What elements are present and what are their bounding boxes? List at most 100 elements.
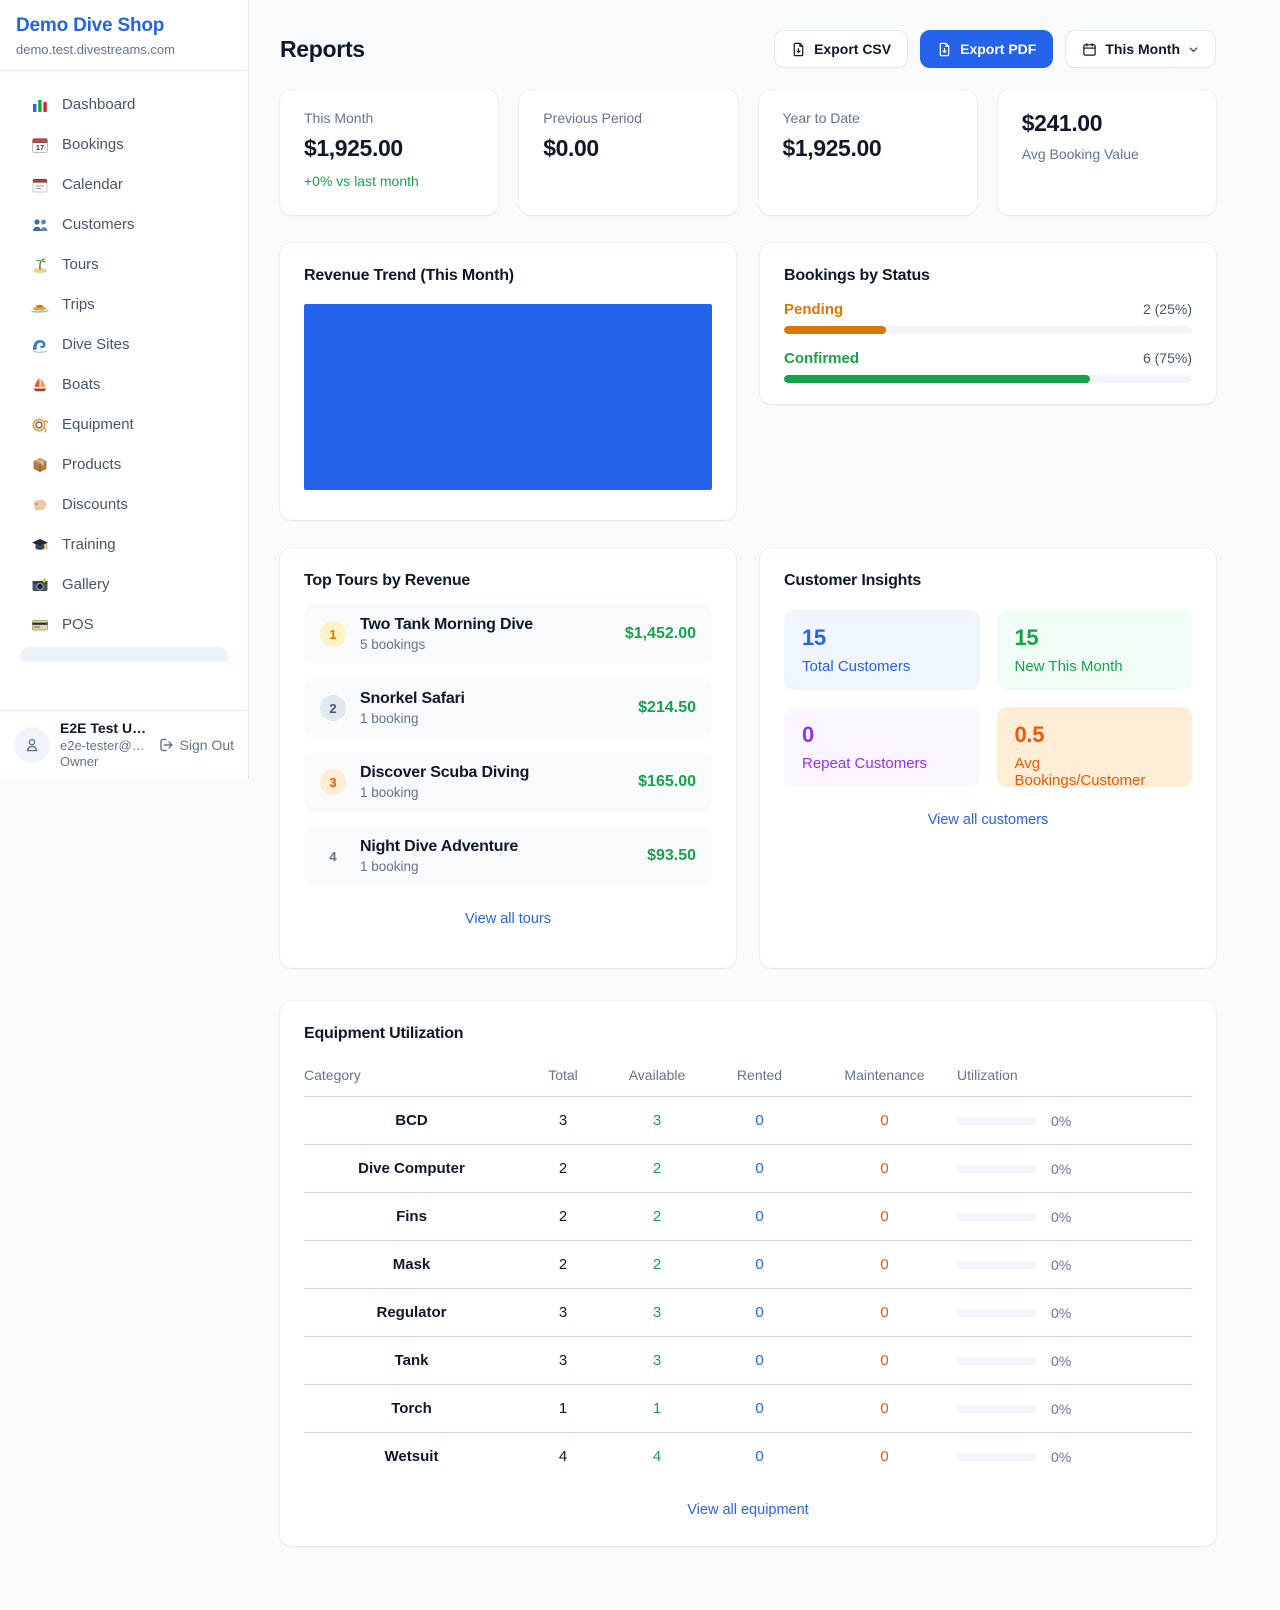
user-email: e2e-tester@… [60, 737, 145, 753]
tile-label: Total Customers [802, 658, 911, 675]
equipment-utilization-title: Equipment Utilization [304, 1025, 464, 1042]
export-csv-button[interactable]: Export CSV [774, 30, 909, 68]
avatar [14, 727, 50, 763]
bookings-by-status-card: Bookings by Status Pending 2 (25%) Confi… [760, 243, 1216, 404]
utilization-percent: 0% [1051, 1256, 1072, 1273]
insight-tiles: 15 Total Customers 15 New This Month 0 R… [784, 610, 1192, 789]
sidebar-item-dashboard[interactable]: Dashboard [12, 87, 236, 122]
equipment-available: 2 [607, 1144, 707, 1193]
sidebar-item-dive-sites[interactable]: Dive Sites [12, 327, 236, 362]
column-header: Maintenance [812, 1053, 957, 1097]
sidebar: Demo Dive Shop demo.test.divestreams.com… [0, 0, 249, 779]
sidebar-item-label: Gallery [62, 576, 110, 593]
rank-badge: 4 [329, 848, 337, 864]
equipment-available: 4 [652, 1448, 662, 1465]
equipment-total: 3 [519, 1336, 607, 1385]
table-row: BCD 3 3 0 0 0% [304, 1096, 1192, 1145]
sidebar-item-discounts[interactable]: Discounts [12, 487, 236, 522]
status-row-pending: Pending 2 (25%) [784, 301, 1192, 334]
view-all-equipment-link[interactable]: View all equipment [687, 1502, 809, 1518]
progress-track [784, 326, 1192, 334]
user-info: E2E Test U… e2e-tester@… Owner [60, 720, 146, 770]
people-icon [30, 215, 49, 234]
sidebar-item-label: Products [62, 456, 122, 473]
utilization-percent: 0% [1051, 1112, 1072, 1129]
tile-label: New This Month [1014, 658, 1123, 675]
column-header: Total [519, 1053, 607, 1097]
sidebar-item-label: POS [62, 616, 94, 633]
stat-card-previous-period: Previous Period $0.00 [519, 90, 738, 215]
svg-text:17: 17 [35, 143, 43, 152]
utilization-track [957, 1116, 1037, 1125]
tour-row[interactable]: 2 Snorkel Safari 1 booking $214.50 [304, 678, 712, 738]
sidebar-item-boats[interactable]: Boats [12, 367, 236, 402]
equipment-maintenance: 0 [812, 1336, 957, 1385]
equipment-category: BCD [304, 1096, 519, 1145]
equipment-available: 3 [607, 1288, 707, 1337]
period-select[interactable]: This Month [1065, 30, 1216, 68]
equipment-total: 3 [519, 1096, 607, 1145]
charts-row: Revenue Trend (This Month) Bookings by S… [280, 243, 1216, 520]
sidebar-item-pos[interactable]: POS [12, 607, 236, 642]
tile-value: 0 [802, 722, 814, 747]
sidebar-item-calendar[interactable]: Calendar [12, 167, 236, 202]
status-count: 2 (25%) [1142, 301, 1192, 317]
view-all-tours-link[interactable]: View all tours [465, 911, 551, 927]
notepad-calendar-icon [30, 175, 49, 194]
rank-badge: 2 [320, 695, 346, 721]
equipment-rented: 0 [707, 1336, 812, 1385]
equipment-rented: 0 [707, 1384, 812, 1433]
sidebar-item-trips[interactable]: Trips [12, 287, 236, 322]
stat-card-year-to-date: Year to Date $1,925.00 [758, 90, 977, 215]
camera-icon [30, 575, 49, 594]
stat-value: $1,925.00 [304, 135, 403, 161]
sidebar-item-partial[interactable] [20, 647, 228, 661]
equipment-maintenance: 0 [812, 1192, 957, 1241]
view-all-customers-link[interactable]: View all customers [927, 812, 1049, 828]
sidebar-item-customers[interactable]: Customers [12, 207, 236, 242]
export-pdf-button[interactable]: Export PDF [920, 30, 1054, 68]
utilization-percent: 0% [1051, 1208, 1072, 1225]
stat-label: Year to Date [782, 110, 860, 126]
insight-tile-repeat-customers: 0 Repeat Customers [784, 707, 980, 787]
sidebar-item-bookings[interactable]: 17 Bookings [12, 127, 236, 162]
tour-row[interactable]: 4 Night Dive Adventure 1 booking $93.50 [304, 826, 712, 886]
wave-icon [30, 335, 49, 354]
equipment-maintenance: 0 [812, 1144, 957, 1193]
equipment-total: 1 [519, 1384, 607, 1433]
equipment-maintenance: 0 [880, 1448, 889, 1465]
equipment-rented: 0 [707, 1096, 812, 1145]
status-row-confirmed: Confirmed 6 (75%) [784, 350, 1192, 383]
utilization-percent: 0% [1051, 1160, 1072, 1177]
equipment-maintenance: 0 [812, 1288, 957, 1337]
tour-bookings: 1 booking [360, 859, 419, 874]
shop-domain: demo.test.divestreams.com [16, 42, 175, 57]
insight-tile-avg-bookings: 0.5 Avg Bookings/Customer [996, 707, 1192, 789]
sign-out-button[interactable]: Sign Out [158, 737, 234, 753]
equipment-rented: 0 [707, 1288, 812, 1337]
utilization-track [957, 1356, 1037, 1365]
equipment-category: Dive Computer [304, 1144, 519, 1193]
lower-row: Top Tours by Revenue 1 Two Tank Morning … [280, 548, 1216, 968]
equipment-maintenance: 0 [812, 1096, 957, 1145]
user-name: E2E Test U… [60, 720, 147, 736]
sign-out-label: Sign Out [179, 737, 234, 753]
sidebar-header: Demo Dive Shop demo.test.divestreams.com [0, 0, 248, 71]
sidebar-item-training[interactable]: Training [12, 527, 236, 562]
shop-name: Demo Dive Shop [16, 15, 165, 36]
bar-chart-icon [30, 95, 49, 114]
sidebar-item-tours[interactable]: Tours [12, 247, 236, 282]
sidebar-item-equipment[interactable]: Equipment [12, 407, 236, 442]
page-header: Reports Export CSV Export PDF This Month [280, 30, 1216, 68]
progress-fill [784, 326, 886, 334]
sidebar-item-products[interactable]: Products [12, 447, 236, 482]
tour-row[interactable]: 1 Two Tank Morning Dive 5 bookings $1,45… [304, 604, 712, 664]
sidebar-item-gallery[interactable]: Gallery [12, 567, 236, 602]
tour-bookings: 5 bookings [360, 637, 426, 652]
equipment-category: Regulator [304, 1288, 519, 1337]
stat-value: $241.00 [1021, 110, 1103, 136]
utilization-track [957, 1260, 1037, 1269]
customer-insights-title: Customer Insights [784, 572, 922, 589]
tour-row[interactable]: 3 Discover Scuba Diving 1 booking $165.0… [304, 752, 712, 812]
table-header-row: Category Total Available Rented Maintena… [304, 1053, 1192, 1097]
